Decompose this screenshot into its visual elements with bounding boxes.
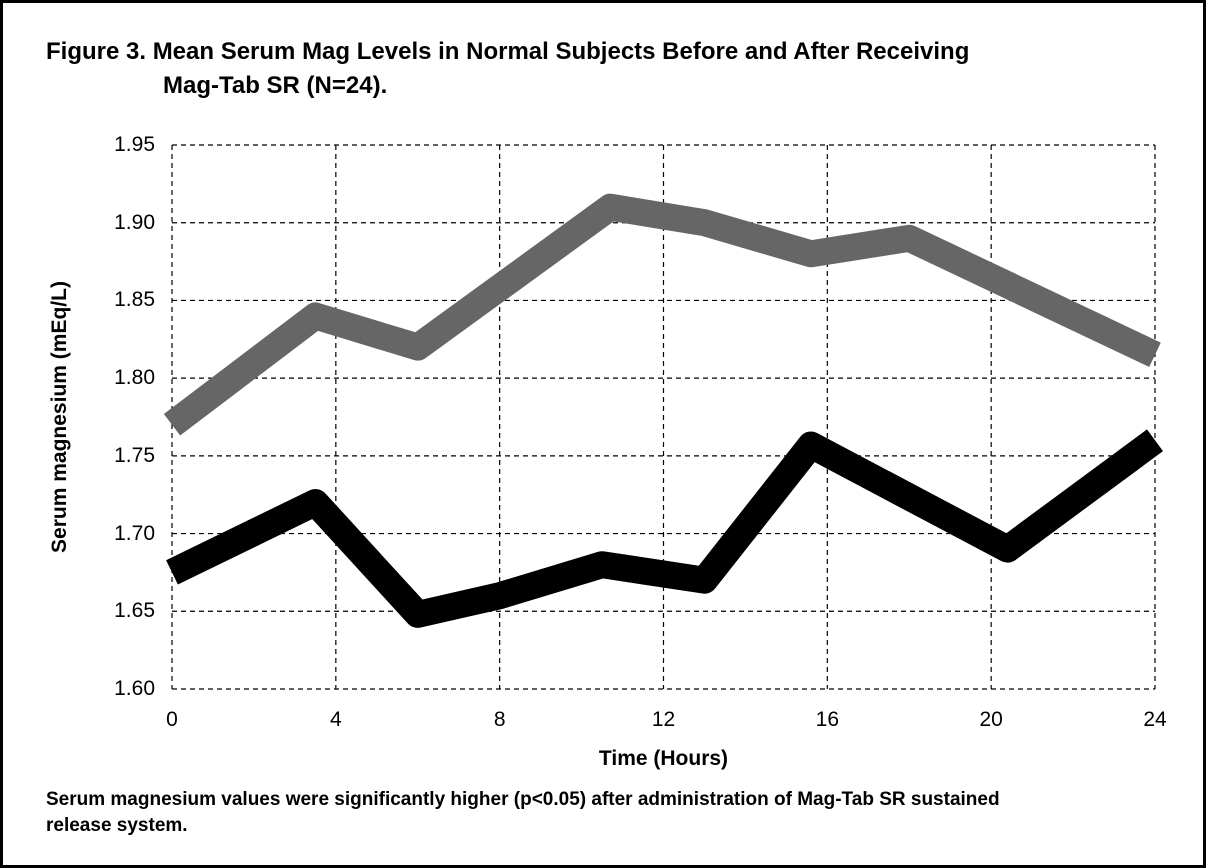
x-tick-label: 4 (329, 708, 342, 731)
figure-caption-line2: release system. (46, 815, 188, 836)
y-axis-label: Serum magnesium (mEq/L) (48, 281, 71, 553)
x-tick-label: 16 (815, 708, 839, 731)
y-tick-label: 1.95 (114, 133, 155, 156)
figure-caption: Serum magnesium values were significantl… (46, 787, 1000, 839)
figure-title-line2: Mag-Tab SR (N=24). (163, 72, 388, 99)
y-tick-label: 1.70 (114, 521, 155, 545)
figure-title-line1: Figure 3. Mean Serum Mag Levels in Norma… (46, 38, 970, 65)
y-tick-label: 1.80 (114, 366, 155, 390)
x-axis-label: Time (Hours) (598, 747, 729, 770)
y-tick-label: 1.90 (114, 210, 155, 234)
y-tick-label: 1.85 (114, 288, 155, 312)
series-line-black (166, 429, 1164, 628)
chart-plot-area (163, 144, 1164, 690)
series-line-gray (163, 193, 1161, 436)
y-tick-label: 1.75 (114, 443, 155, 467)
x-tick-label: 24 (1143, 708, 1167, 731)
figure-title: Figure 3. Mean Serum Mag Levels in Norma… (46, 35, 969, 103)
x-tick-label: 8 (493, 708, 506, 731)
x-tick-label: 12 (651, 708, 676, 731)
y-tick-label: 1.60 (114, 677, 155, 700)
y-tick-label: 1.65 (114, 599, 155, 623)
x-tick-label: 20 (979, 708, 1003, 731)
figure-caption-line1: Serum magnesium values were significantl… (46, 789, 1000, 810)
x-tick-label: 0 (166, 708, 178, 731)
